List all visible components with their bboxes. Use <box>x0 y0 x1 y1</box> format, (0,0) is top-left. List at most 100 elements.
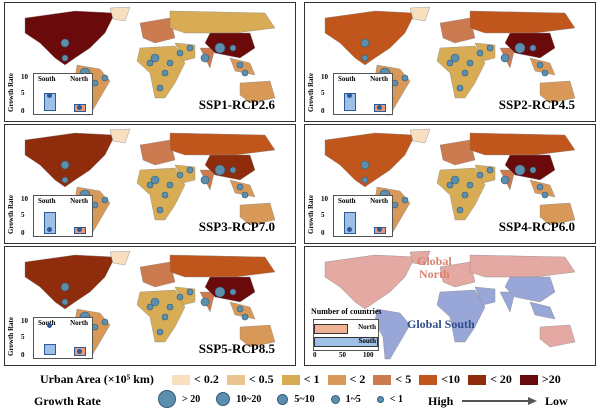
growth-box <box>44 343 56 355</box>
scenario-title: SSP1-RCP2.6 <box>198 97 275 112</box>
growth-bubble <box>166 59 174 67</box>
growth-bubble <box>60 38 70 48</box>
north-count-bar <box>314 324 348 334</box>
south-label: South <box>338 75 356 83</box>
growth-bubble-icon <box>216 392 231 406</box>
world-map <box>324 250 576 360</box>
growth-bubble <box>476 49 484 57</box>
growth-bubble <box>446 59 454 67</box>
high-label: High <box>428 394 454 408</box>
growth-rate-legend-title: Growth Rate <box>34 394 101 408</box>
growth-rate-inset: South North <box>33 317 93 359</box>
region-gl <box>109 128 131 144</box>
growth-bubble <box>236 305 244 313</box>
scenario-title: SSP4-RCP6.0 <box>498 219 575 234</box>
median-marker <box>77 104 82 110</box>
growth-bubble <box>61 298 69 306</box>
region-eu <box>139 261 176 288</box>
growth-bubble <box>146 181 154 189</box>
tick: 10 <box>321 195 328 203</box>
growth-class-label: 1~5 <box>345 393 361 405</box>
north-south-panel: Global North Global South Number of count… <box>304 246 596 366</box>
north-label: North <box>370 75 388 83</box>
growth-bubble <box>214 42 226 54</box>
urban-class-label: < 0.2 <box>194 372 219 386</box>
growth-bubble <box>61 176 69 184</box>
tick: 0 <box>321 229 325 237</box>
region-au <box>539 80 576 104</box>
median-marker <box>77 348 82 354</box>
growth-bubble-icon <box>330 394 340 404</box>
growth-bubble <box>456 206 464 214</box>
low-label: Low <box>545 394 568 408</box>
growth-bubble <box>186 166 194 174</box>
growth-bubble <box>456 84 464 92</box>
region-eu <box>139 139 176 166</box>
region-eu <box>139 17 176 44</box>
growth-bubble <box>450 53 460 63</box>
growth-bubble <box>360 160 370 170</box>
growth-bubble <box>541 69 549 77</box>
growth-bubble <box>541 191 549 199</box>
growth-bubble <box>176 171 184 179</box>
growth-bubble <box>529 166 537 174</box>
growth-bubble <box>200 175 210 185</box>
urban-class-label: < 1 <box>303 372 320 386</box>
growth-bubble <box>156 206 164 214</box>
median-marker <box>377 226 382 232</box>
urban-area-legend-title: Urban Area (×10⁵ km) <box>40 372 154 386</box>
growth-bubble <box>214 164 226 176</box>
world-map <box>24 128 276 238</box>
region-na <box>324 132 416 188</box>
growth-bubble <box>361 176 369 184</box>
tick: 10 <box>21 73 28 81</box>
growth-bubble <box>186 288 194 296</box>
south-label: South <box>338 197 356 205</box>
growth-bubble <box>450 175 460 185</box>
region-na <box>324 10 416 66</box>
inset-y-label: Growth Rate <box>7 317 15 357</box>
region-eu <box>439 17 476 44</box>
north-label: North <box>70 319 88 327</box>
north-bar-label: North <box>358 323 376 331</box>
growth-bubble <box>241 313 249 321</box>
growth-bubble-icon <box>158 390 176 408</box>
median-marker <box>77 226 82 232</box>
growth-bubble <box>60 282 70 292</box>
growth-bubble <box>150 297 160 307</box>
tick: 10 <box>21 317 28 325</box>
growth-bubble <box>161 191 169 199</box>
growth-bubble <box>186 44 194 52</box>
scenario-title: SSP3-RCP7.0 <box>198 219 275 234</box>
legend: Urban Area (×10⁵ km) < 0.2 < 0.5 < 1 < 2 < 5… <box>0 368 600 412</box>
region-au <box>239 324 276 348</box>
growth-bubble <box>500 53 510 63</box>
country-count-inset: North South <box>313 319 379 351</box>
median-marker <box>377 104 382 110</box>
north-label: North <box>370 197 388 205</box>
growth-bubble <box>241 191 249 199</box>
growth-bubble <box>214 286 226 298</box>
growth-bubble <box>461 191 469 199</box>
region-af <box>436 289 486 343</box>
south-label: South <box>38 197 56 205</box>
growth-bubble <box>514 164 526 176</box>
tick: 0 <box>313 351 317 359</box>
region-ru <box>469 10 576 34</box>
scenario-title: SSP2-RCP4.5 <box>498 97 575 112</box>
region-au <box>239 202 276 226</box>
region-me <box>474 286 496 306</box>
growth-bubble <box>156 84 164 92</box>
growth-bubble <box>461 69 469 77</box>
growth-bubble <box>360 38 370 48</box>
growth-bubble <box>236 183 244 191</box>
growth-bubble <box>146 59 154 67</box>
growth-bubble <box>166 303 174 311</box>
urban-swatch <box>519 374 538 385</box>
median-marker <box>347 92 352 98</box>
growth-bubble <box>476 171 484 179</box>
growth-bubble <box>150 53 160 63</box>
region-gl <box>409 6 431 22</box>
growth-bubble <box>200 53 210 63</box>
scenario-panel: Growth Rate 10 5 0 South North SSP4-RCP6.… <box>304 124 596 244</box>
